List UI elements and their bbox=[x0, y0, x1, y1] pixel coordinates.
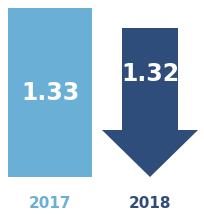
Text: 2017: 2017 bbox=[29, 195, 71, 210]
Text: 1.33: 1.33 bbox=[21, 80, 79, 104]
Text: 2018: 2018 bbox=[129, 195, 171, 210]
FancyBboxPatch shape bbox=[8, 8, 92, 177]
Polygon shape bbox=[102, 28, 198, 177]
Text: 1.32: 1.32 bbox=[121, 62, 179, 86]
